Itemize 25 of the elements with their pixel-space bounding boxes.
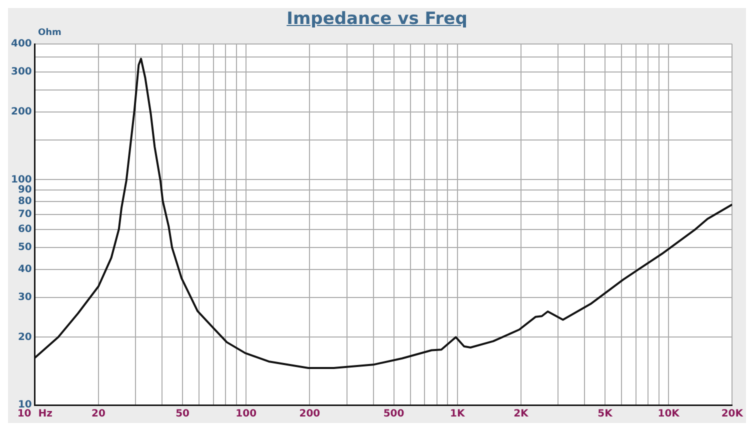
x-tick-label: 500: [383, 408, 404, 420]
y-tick-label: 30: [18, 292, 32, 304]
chart-title: Impedance vs Freq: [286, 9, 468, 29]
x-tick-label: 20K: [721, 408, 744, 420]
y-tick-label: 40: [18, 264, 32, 275]
x-tick-label: 100: [236, 408, 257, 420]
y-tick-label: 20: [18, 332, 32, 343]
x-tick-label: 10 Hz: [17, 408, 53, 420]
y-tick-label: 100: [11, 174, 32, 186]
y-tick-label: 300: [11, 66, 32, 78]
y-tick-label: 400: [11, 38, 32, 50]
x-tick-label: 50: [176, 408, 190, 420]
y-tick-label: 90: [18, 184, 32, 196]
y-axis-title: Ohm: [38, 28, 62, 38]
y-tick-label: 80: [18, 196, 32, 208]
x-tick-label: 20: [92, 408, 106, 420]
x-tick-label: 5K: [598, 408, 614, 420]
y-tick-label: 70: [18, 209, 32, 220]
y-tick-label: 200: [11, 106, 32, 118]
x-tick-label: 10K: [658, 408, 681, 420]
x-tick-label: 2K: [514, 408, 530, 420]
x-tick-label: 200: [299, 408, 320, 420]
y-tick-label: 60: [18, 224, 32, 236]
x-tick-label: 1K: [450, 408, 466, 420]
y-tick-label: 50: [18, 242, 32, 254]
